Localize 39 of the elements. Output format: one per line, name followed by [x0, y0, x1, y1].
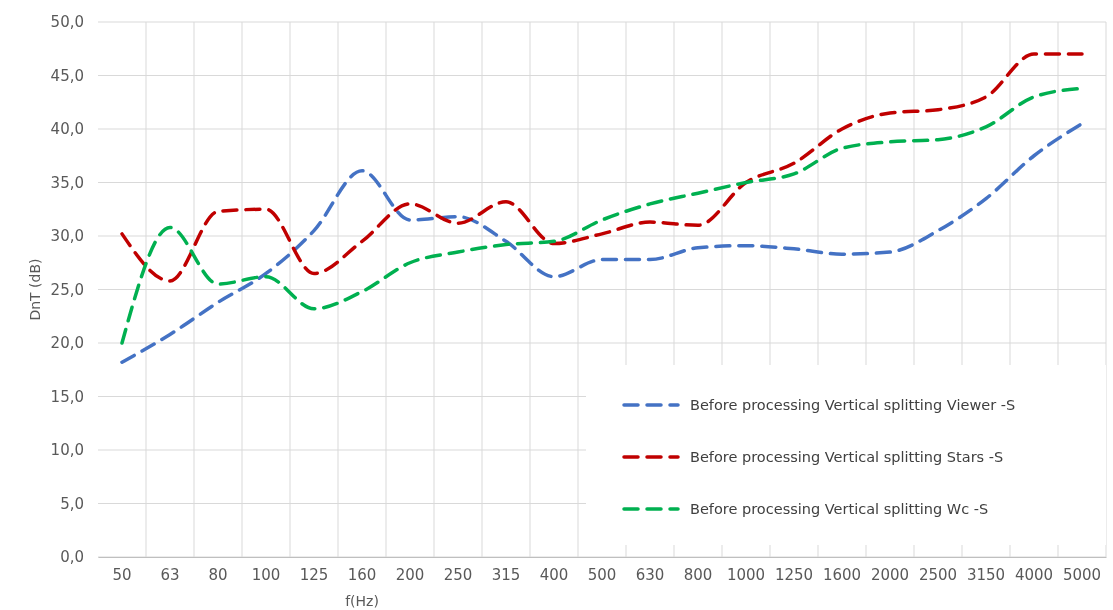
- x-tick-label: 125: [299, 565, 329, 584]
- x-tick-label: 100: [251, 565, 281, 584]
- x-tick-label: 1000: [726, 565, 766, 584]
- x-tick-label: 80: [208, 565, 228, 584]
- x-tick-label: 1250: [774, 565, 814, 584]
- x-tick-label: 5000: [1062, 565, 1102, 584]
- y-tick-label: 40,0: [50, 120, 84, 139]
- x-tick-label: 3150: [966, 565, 1006, 584]
- y-tick-label: 5,0: [60, 494, 84, 513]
- x-tick-label: 50: [112, 565, 132, 584]
- x-tick-label: 63: [160, 565, 180, 584]
- y-tick-label: 25,0: [50, 280, 84, 299]
- legend-label: Before processing Vertical splitting Wc -S: [690, 501, 989, 517]
- y-tick-label: 15,0: [50, 387, 84, 406]
- y-tick-label: 30,0: [50, 227, 84, 246]
- x-tick-label: 630: [635, 565, 665, 584]
- x-tick-label: 2500: [918, 565, 958, 584]
- line-series: [120, 121, 1084, 365]
- x-tick-label: 160: [347, 565, 377, 584]
- y-axis-title: DnT (dB): [27, 258, 43, 321]
- y-tick-label: 35,0: [50, 173, 84, 192]
- x-tick-label: 2000: [870, 565, 910, 584]
- x-tick-label: 4000: [1014, 565, 1054, 584]
- x-tick-label: 250: [443, 565, 473, 584]
- legend-label: Before processing Vertical splitting Stars -S: [690, 449, 1004, 465]
- legend-label: Before processing Vertical splitting Viewer -S: [690, 397, 1016, 413]
- x-tick-label: 400: [539, 565, 569, 584]
- x-tick-label: 500: [587, 565, 617, 584]
- y-tick-label: 45,0: [50, 66, 84, 85]
- x-tick-label: 315: [491, 565, 521, 584]
- x-tick-label: 800: [683, 565, 713, 584]
- x-axis-title: f(Hz): [345, 593, 379, 609]
- x-tick-label: 1600: [822, 565, 862, 584]
- y-tick-label: 10,0: [50, 441, 84, 460]
- x-tick-label: 200: [395, 565, 425, 584]
- y-tick-label: 0,0: [60, 548, 84, 567]
- y-tick-label: 20,0: [50, 334, 84, 353]
- line-series: [120, 52, 1084, 283]
- y-tick-label: 50,0: [50, 13, 84, 32]
